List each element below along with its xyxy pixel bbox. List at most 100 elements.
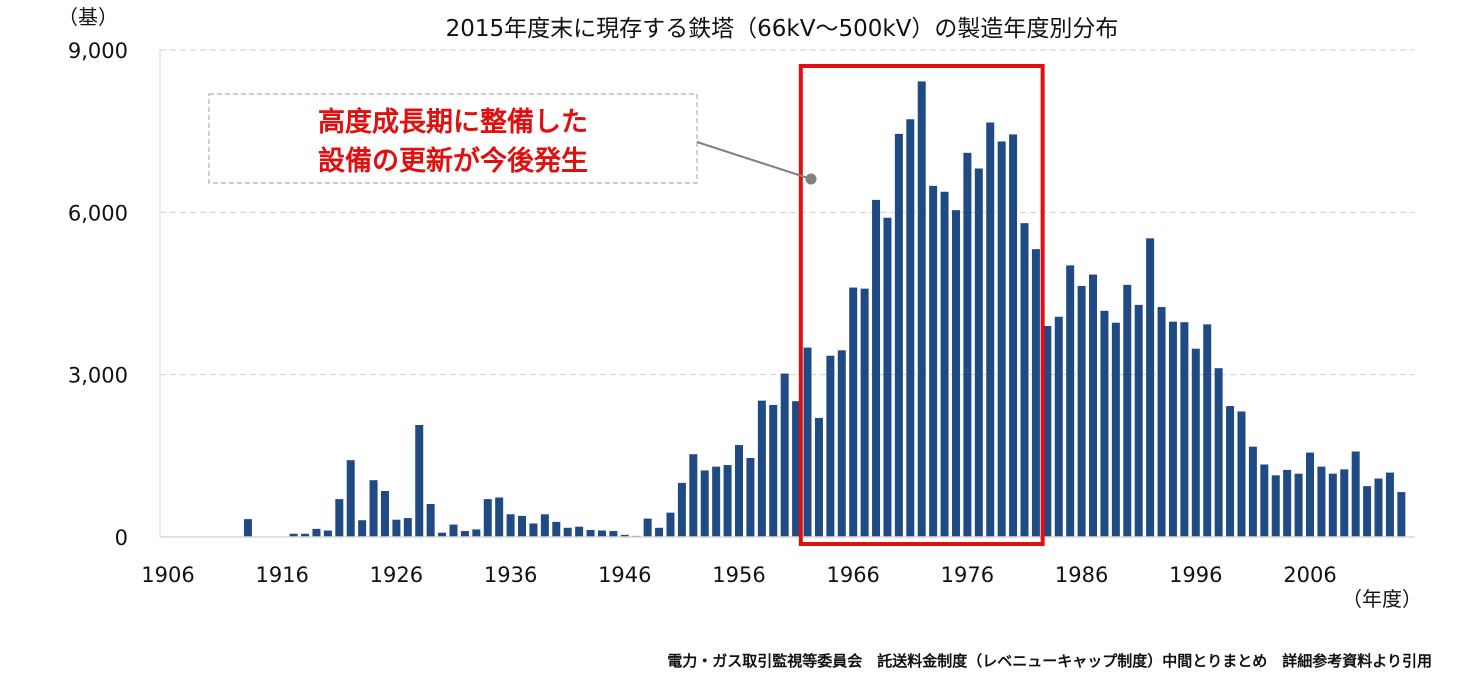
x-tick-label: 1906 bbox=[141, 563, 194, 587]
chart-title: 2015年度末に現存する鉄塔（66kV～500kV）の製造年度別分布 bbox=[446, 16, 1119, 42]
bar-1933 bbox=[472, 529, 481, 537]
bar-1936 bbox=[506, 514, 515, 537]
bar-1989 bbox=[1111, 322, 1120, 537]
bar-1993 bbox=[1157, 307, 1166, 537]
y-axis-ticks: 0 3,000 6,000 9,000 bbox=[68, 39, 128, 550]
bar-1954 bbox=[712, 466, 721, 537]
bar-1999 bbox=[1226, 406, 1235, 537]
bar-1940 bbox=[552, 521, 561, 537]
bar-1953 bbox=[700, 470, 709, 537]
y-tick-label: 0 bbox=[115, 526, 128, 550]
bar-2011 bbox=[1363, 486, 1372, 537]
bar-1949 bbox=[655, 527, 664, 537]
bar-2002 bbox=[1260, 464, 1269, 537]
bar-1991 bbox=[1134, 304, 1143, 537]
gridlines bbox=[160, 49, 1415, 376]
bar-1978 bbox=[986, 122, 995, 538]
bar-1987 bbox=[1089, 274, 1098, 537]
bar-1988 bbox=[1100, 310, 1109, 537]
bar-1935 bbox=[495, 497, 504, 537]
callout-anchor-dot bbox=[805, 173, 817, 185]
bars bbox=[243, 81, 1406, 538]
bar-1994 bbox=[1168, 321, 1177, 537]
bar-1923 bbox=[358, 520, 367, 537]
bar-1986 bbox=[1077, 285, 1086, 537]
bar-2010 bbox=[1351, 451, 1360, 537]
bar-2005 bbox=[1294, 473, 1303, 537]
bar-1981 bbox=[1020, 223, 1029, 537]
bar-1920 bbox=[323, 530, 332, 537]
bar-1934 bbox=[483, 499, 492, 537]
bar-1952 bbox=[689, 454, 698, 537]
bar-1917 bbox=[289, 533, 298, 537]
bar-1979 bbox=[997, 141, 1006, 537]
bar-1922 bbox=[346, 460, 355, 537]
bar-2004 bbox=[1283, 469, 1292, 537]
bar-2007 bbox=[1317, 466, 1326, 537]
x-tick-label: 1916 bbox=[255, 563, 308, 587]
x-tick-label: 1956 bbox=[712, 563, 765, 587]
x-tick-label: 1996 bbox=[1169, 563, 1222, 587]
callout-leader-line bbox=[696, 141, 812, 180]
bar-1930 bbox=[438, 532, 447, 537]
bar-2012 bbox=[1374, 478, 1383, 537]
bar-1976 bbox=[963, 152, 972, 538]
x-tick-label: 1976 bbox=[941, 563, 994, 587]
bar-1982 bbox=[1031, 249, 1040, 537]
x-tick-label: 1986 bbox=[1055, 563, 1108, 587]
highlight-box bbox=[798, 64, 1045, 546]
callout-line-2: 設備の更新が今後発生 bbox=[318, 145, 588, 177]
bar-1968 bbox=[872, 199, 881, 538]
bar-2014 bbox=[1397, 492, 1406, 537]
bar-1928 bbox=[415, 424, 424, 537]
bar-1919 bbox=[312, 528, 321, 537]
x-tick-label: 1936 bbox=[484, 563, 537, 587]
bar-1942 bbox=[575, 526, 584, 537]
bar-1926 bbox=[392, 519, 401, 537]
bar-1929 bbox=[426, 503, 435, 537]
bar-1965 bbox=[837, 350, 846, 537]
source-note: 電力・ガス取引監視等委員会 託送料金制度（レベニューキャップ制度）中間とりまとめ… bbox=[667, 652, 1432, 670]
bar-1946 bbox=[620, 534, 629, 537]
bar-1996 bbox=[1191, 348, 1200, 537]
y-tick-label: 6,000 bbox=[68, 201, 128, 225]
bar-1995 bbox=[1180, 322, 1189, 537]
bar-1941 bbox=[563, 527, 572, 537]
callout-box bbox=[208, 93, 698, 184]
bar-2013 bbox=[1385, 472, 1394, 537]
x-tick-label: 1926 bbox=[370, 563, 423, 587]
bar-1970 bbox=[894, 133, 903, 537]
bar-2009 bbox=[1340, 469, 1349, 537]
bar-1950 bbox=[666, 512, 675, 537]
bar-2008 bbox=[1328, 473, 1337, 537]
bar-1951 bbox=[677, 482, 686, 537]
bar-1975 bbox=[951, 210, 960, 537]
bar-1943 bbox=[586, 529, 595, 537]
bar-1939 bbox=[540, 514, 549, 537]
bar-1918 bbox=[301, 533, 310, 537]
bar-1977 bbox=[974, 168, 983, 537]
bar-1955 bbox=[723, 465, 732, 537]
x-axis-ticks: 1906 1916 1926 1936 1946 1956 1966 1976 1986 1996… bbox=[141, 563, 1336, 587]
bar-1960 bbox=[780, 373, 789, 537]
x-tick-label: 1966 bbox=[826, 563, 879, 587]
bar-1990 bbox=[1123, 284, 1132, 537]
callout-line-1: 高度成長期に整備した bbox=[318, 106, 588, 138]
bar-1959 bbox=[769, 404, 778, 537]
bar-1973 bbox=[929, 185, 938, 537]
bar-1932 bbox=[460, 531, 469, 537]
x-tick-label: 1946 bbox=[598, 563, 651, 587]
bar-1985 bbox=[1066, 265, 1075, 537]
bar-1944 bbox=[597, 530, 606, 537]
bar-1927 bbox=[403, 518, 412, 537]
bar-1984 bbox=[1054, 316, 1063, 537]
bar-1966 bbox=[849, 287, 858, 537]
x-tick-label: 2006 bbox=[1283, 563, 1336, 587]
bar-1980 bbox=[1009, 134, 1018, 537]
bar-1971 bbox=[906, 119, 915, 538]
bar-1972 bbox=[917, 81, 926, 537]
bar-1958 bbox=[757, 400, 766, 537]
bar-2003 bbox=[1271, 475, 1280, 537]
bar-1983 bbox=[1043, 325, 1052, 537]
